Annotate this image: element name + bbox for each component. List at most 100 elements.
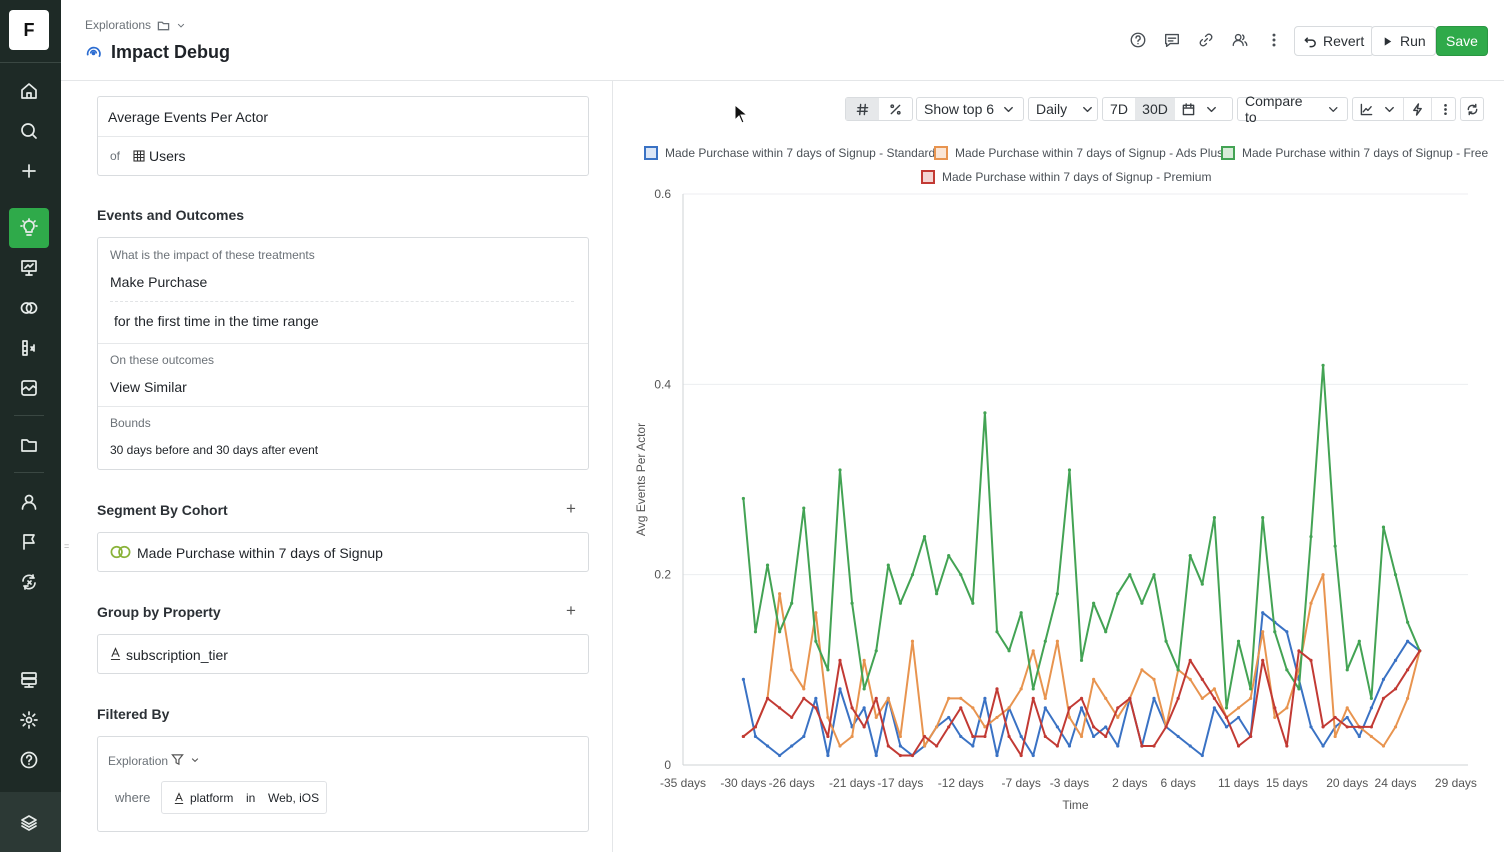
chevron-down-icon xyxy=(1207,106,1216,112)
data-point xyxy=(1285,706,1289,710)
flag-icon[interactable] xyxy=(9,522,49,562)
data-point xyxy=(1406,620,1410,624)
help-icon[interactable] xyxy=(9,740,49,780)
number-mode-button[interactable] xyxy=(846,98,880,120)
data-point xyxy=(1212,706,1216,710)
data-point xyxy=(1152,573,1156,577)
metric-name[interactable]: Average Events Per Actor xyxy=(108,109,269,125)
legend-item[interactable]: Made Purchase within 7 days of Signup - … xyxy=(1221,146,1488,160)
entity-name[interactable]: Users xyxy=(149,148,186,164)
filter-scope[interactable]: Exploration xyxy=(108,754,169,768)
percent-mode-button[interactable] xyxy=(879,98,912,120)
metric-row[interactable]: Average Events Per Actor xyxy=(98,97,588,137)
data-point xyxy=(995,715,999,720)
share-users-icon[interactable] xyxy=(1230,30,1250,50)
breadcrumb-label[interactable]: Explorations xyxy=(85,18,152,32)
breadcrumb[interactable]: Explorations xyxy=(85,18,186,32)
link-icon[interactable] xyxy=(1196,30,1216,50)
range-7d-button[interactable]: 7D xyxy=(1103,98,1135,120)
legend-item[interactable]: Made Purchase within 7 days of Signup - … xyxy=(934,146,1223,160)
data-source-icon[interactable] xyxy=(9,660,49,700)
data-point xyxy=(826,734,830,739)
legend-item[interactable]: Made Purchase within 7 days of Signup - … xyxy=(921,170,1211,184)
data-point xyxy=(971,601,975,605)
resize-handle[interactable]: = xyxy=(64,541,70,551)
granularity-select[interactable]: Daily xyxy=(1028,97,1098,121)
gear-icon[interactable] xyxy=(9,700,49,740)
outcome-event[interactable]: View Similar xyxy=(110,379,187,395)
layers-icon[interactable] xyxy=(9,802,49,842)
refresh-button[interactable] xyxy=(1460,97,1484,121)
cohort-name[interactable]: Made Purchase within 7 days of Signup xyxy=(137,545,383,561)
add-segment-button[interactable]: + xyxy=(566,499,576,518)
data-point xyxy=(1188,744,1192,748)
data-point xyxy=(1261,515,1265,520)
home-icon[interactable] xyxy=(9,71,49,111)
lightbulb-icon[interactable] xyxy=(9,208,49,248)
add-group-button[interactable]: + xyxy=(566,601,576,620)
treatment-event[interactable]: Make Purchase xyxy=(110,274,208,290)
data-point xyxy=(1321,725,1325,729)
cohorts-icon[interactable] xyxy=(9,288,49,328)
treatment-row[interactable]: What is the impact of these treatments M… xyxy=(98,238,588,344)
chart-type-select[interactable] xyxy=(1353,98,1403,120)
data-point xyxy=(1393,687,1398,691)
data-point xyxy=(862,658,866,662)
comment-icon[interactable] xyxy=(1162,30,1182,50)
treatment-condition[interactable]: for the first time in the time range xyxy=(114,313,319,329)
data-point xyxy=(741,734,745,739)
left-nav: F xyxy=(0,0,61,852)
data-point xyxy=(1043,706,1047,710)
chevron-down-icon[interactable] xyxy=(190,755,200,765)
chart-options-group xyxy=(1352,97,1456,121)
entity-row[interactable]: of Users xyxy=(98,137,588,175)
data-point xyxy=(1067,744,1072,748)
run-button[interactable]: Run xyxy=(1371,26,1436,56)
group-card[interactable]: subscription_tier xyxy=(97,634,589,674)
data-point xyxy=(1104,734,1108,739)
user-icon[interactable] xyxy=(9,482,49,522)
data-point xyxy=(850,601,854,605)
range-30d-button[interactable]: 30D xyxy=(1135,98,1175,120)
data-point xyxy=(1381,696,1386,700)
data-point xyxy=(838,744,842,748)
outcome-row[interactable]: On these outcomes View Similar xyxy=(98,344,588,407)
segment-card[interactable]: Made Purchase within 7 days of Signup xyxy=(97,532,589,572)
data-point xyxy=(959,573,963,577)
more-icon[interactable] xyxy=(1264,30,1284,50)
data-point xyxy=(910,573,915,577)
nav-divider xyxy=(14,472,44,473)
experiment-icon[interactable] xyxy=(9,562,49,602)
granularity-label: Daily xyxy=(1036,101,1068,117)
more-icon xyxy=(1444,103,1447,115)
revert-button[interactable]: Revert xyxy=(1294,26,1375,56)
metrics-icon[interactable] xyxy=(9,328,49,368)
save-button[interactable]: Save xyxy=(1436,26,1488,56)
compare-select[interactable]: Compare to xyxy=(1237,93,1348,125)
x-tick-label: 15 days xyxy=(1266,776,1308,790)
help-icon[interactable] xyxy=(1128,30,1148,50)
show-top-select[interactable]: Show top 6 xyxy=(916,97,1024,121)
search-icon[interactable] xyxy=(9,111,49,151)
hash-icon xyxy=(856,103,869,115)
dashboard-icon[interactable] xyxy=(9,368,49,408)
plus-icon[interactable] xyxy=(9,151,49,191)
bounds-value[interactable]: 30 days before and 30 days after event xyxy=(110,443,319,457)
page-title[interactable]: Impact Debug xyxy=(85,42,230,63)
insights-button[interactable] xyxy=(1403,98,1431,120)
workspace-switcher[interactable] xyxy=(0,792,61,852)
legend-item[interactable]: Made Purchase within 7 days of Signup - … xyxy=(644,146,935,160)
data-point xyxy=(1333,544,1337,548)
group-property[interactable]: subscription_tier xyxy=(126,647,228,663)
data-point xyxy=(1249,687,1253,691)
filter-icon[interactable] xyxy=(171,753,184,766)
data-point xyxy=(971,744,975,748)
custom-range-button[interactable] xyxy=(1175,98,1225,120)
folder-icon[interactable] xyxy=(9,425,49,465)
presentation-icon[interactable] xyxy=(9,248,49,288)
data-point xyxy=(753,725,758,729)
chart-more-button[interactable] xyxy=(1431,98,1459,120)
app-logo[interactable]: F xyxy=(9,10,49,50)
bounds-row[interactable]: Bounds 30 days before and 30 days after … xyxy=(98,407,588,469)
filter-chip[interactable]: platform in Web, iOS xyxy=(161,781,327,814)
